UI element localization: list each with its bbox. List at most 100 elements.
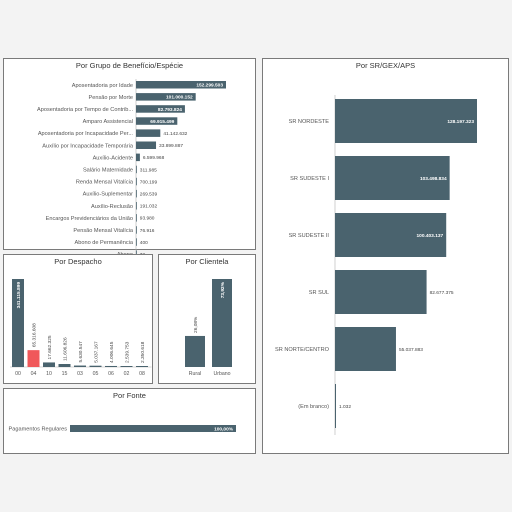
panel-title: Por SR/GEX/APS [355,61,416,70]
data-label: 5.037.167 [93,341,99,363]
tick-label: 02 [124,371,130,377]
tick-label: Urbano [213,371,230,377]
bar [335,327,396,371]
chart-sr: SR NORDESTE 128.197.323 SR SUDESTE I 103.49… [275,95,477,435]
chart-grupo-beneficio: Aposentadoria por Idade 152.299.503 Pensão… [37,79,226,260]
data-label: 17.662.325 [47,335,53,359]
bar [136,189,137,198]
chart-despacho: 341.115.899 00 65.316.608 04 17.662.325 10 11.… [10,279,152,377]
chart-fonte: Pagamentos Regulares 100,00% [9,425,236,433]
tick-label: 03 [77,371,83,377]
bar [70,425,236,432]
data-label: 341.115.899 [16,282,22,309]
category-label: (Em branco) [298,404,329,410]
data-label: 76.916 [140,228,155,234]
data-label: 191.032 [140,204,158,210]
panel-clientela: Por Clientela 26,08% Rural 73,92% Urbano [158,254,256,384]
panel-grupo-beneficio: Por Grupo de Benefício/Espécie Aposentad… [3,58,256,260]
data-label: 2.539.753 [124,341,130,363]
data-label: 100,00% [214,426,234,432]
data-label: 5.630.547 [78,341,84,363]
bar [136,129,161,137]
category-label: Renda Mensal Vitalícia [76,180,134,186]
category-label: Salário Maternidade [83,167,133,173]
category-label: Aposentadoria por Idade [72,83,133,89]
category-label: Pagamentos Regulares [9,427,68,433]
data-label: 4.006.645 [109,341,115,363]
panel-sr: Por SR/GEX/APS SR NORDESTE 128.197.323 SR … [262,58,509,454]
data-label: 2.350.618 [140,341,146,363]
bar [27,350,40,367]
tick-label: 00 [15,371,21,377]
category-label: Aposentadoria por Incapacidade Per... [38,131,134,137]
panel-despacho: Por Despacho 341.115.899 00 65.316.608 04 17… [3,254,153,384]
category-label: Aposentadoria por Tempo de Contrib... [37,107,133,113]
bar [58,364,71,367]
tick-label: 04 [31,371,37,377]
data-label: 6.599.968 [143,155,165,161]
category-label: Auxílio-Reclusão [91,204,133,210]
tick-label: Rural [189,371,201,377]
bar [136,93,196,101]
bar [212,279,232,367]
bar [136,165,137,174]
data-label: 82.677.375 [430,290,454,296]
tick-label: 10 [46,371,52,377]
data-label: 55.037.883 [399,347,423,353]
category-label: SR SUL [309,290,329,296]
data-label: 73,92% [220,281,226,298]
bar [136,105,185,113]
tick-label: 06 [108,371,114,377]
data-label: 82.793.824 [158,107,182,113]
data-label: 26,08% [193,316,199,333]
bar [74,365,86,367]
category-label: Encargos Previdenciários da União [46,216,133,222]
category-label: Pensão Mensal Vitalícia [73,228,133,234]
bar [12,279,24,367]
data-label: 152.299.503 [196,83,223,89]
panel-title: Por Grupo de Benefício/Espécie [75,61,184,70]
data-label: 33.899.887 [159,143,183,149]
bar [335,270,427,314]
bar [136,238,137,246]
tick-label: 08 [139,371,145,377]
bar [105,365,117,367]
panel-title: Por Despacho [54,257,102,266]
data-label: 65.316.608 [31,323,37,347]
bar [335,384,336,428]
data-label: 41.142.632 [163,131,187,137]
data-label: 101.000.152 [166,95,193,101]
data-label: 400 [140,240,148,246]
bar [335,156,450,200]
data-label: 100.403.137 [417,233,444,239]
category-label: SR NORDESTE [289,119,330,125]
data-label: 311.985 [140,167,157,173]
bar [136,117,178,125]
bar [185,335,205,367]
category-label: Auxílio-Acidente [93,155,133,161]
bar [136,202,137,210]
bar [136,366,148,367]
panel-title: Por Clientela [185,257,229,266]
category-label: SR NORTE/CENTRO [275,347,330,353]
category-label: Auxílio-Suplementar [83,192,134,198]
category-label: SR SUDESTE I [290,176,329,182]
bar [335,99,477,143]
bar [43,362,55,367]
data-label: 103.498.834 [420,176,447,182]
bar [136,81,226,89]
data-label: 93.980 [140,216,155,222]
tick-label: 15 [62,371,68,377]
data-label: 128.197.323 [447,119,474,125]
bar [136,214,137,222]
category-label: SR SUDESTE II [289,233,330,239]
panel-fonte: Por Fonte Pagamentos Regulares 100,00% [3,388,256,454]
bar [136,153,140,162]
data-label: 69.915.499 [150,119,174,125]
bar [335,213,447,257]
tick-label: 05 [93,371,99,377]
bar [136,226,137,234]
data-label: 1.032 [339,404,351,410]
bar [89,365,102,367]
category-label: Pensão por Morte [89,95,133,101]
